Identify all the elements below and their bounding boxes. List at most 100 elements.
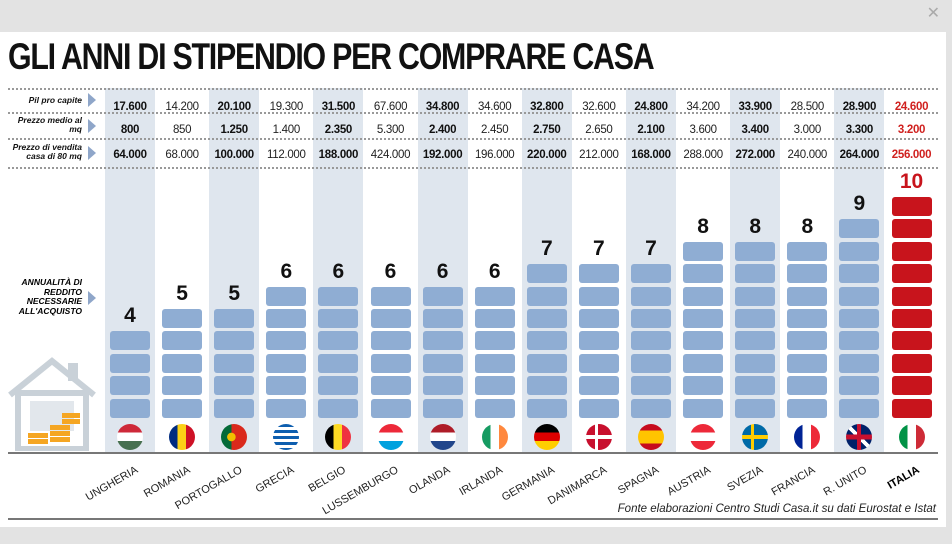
table-cell-prezzo-mq: 5.300 (376, 124, 405, 136)
bar-block (787, 241, 828, 261)
table-cell-prezzo-mq: 3.300 (845, 124, 874, 136)
bar-block (370, 376, 411, 396)
bar-block (318, 331, 359, 351)
bar-value-label: 6 (332, 259, 345, 283)
bar-block (526, 264, 567, 284)
bar-block (474, 309, 515, 328)
bar-block (162, 376, 203, 396)
bar-block (839, 241, 880, 261)
table-cell-pil: 34.800 (425, 101, 460, 113)
bar-block (891, 264, 932, 284)
bar-block (891, 197, 932, 216)
bar-block (266, 331, 307, 351)
bar-block (578, 309, 619, 328)
table-cell-prezzo-casa: 64.000 (113, 149, 147, 161)
bar-block (787, 398, 828, 418)
bar-block (578, 398, 619, 418)
bar-block (578, 331, 619, 351)
table-cell-prezzo-casa: 288.000 (683, 149, 723, 161)
bar-block (162, 309, 203, 328)
bar-block (266, 286, 307, 306)
bar-block (526, 398, 567, 418)
bar-block (266, 398, 307, 418)
bar-value-label: 10 (899, 170, 924, 193)
bar-block (214, 376, 255, 396)
bar-block (110, 398, 150, 418)
bar-value-label: 7 (540, 237, 553, 261)
table-cell-prezzo-casa: 424.000 (370, 149, 411, 161)
table-cell-pil: 14.200 (165, 101, 199, 113)
bar-block (474, 376, 515, 396)
table-cell-prezzo-mq: 3.000 (793, 124, 822, 136)
bar-block (474, 286, 515, 306)
bar-block (578, 376, 619, 396)
bar-block (370, 398, 411, 418)
country-label: IRLANDA (457, 464, 505, 499)
table-cell-prezzo-casa: 212.000 (579, 149, 619, 161)
bar-value-label: 7 (645, 237, 657, 261)
bar-block (891, 219, 932, 239)
bar-block (787, 286, 828, 306)
table-cell-prezzo-casa: 100.000 (214, 149, 254, 161)
bar-block (110, 376, 150, 396)
bar-value-label: 6 (436, 259, 449, 283)
table-cell-pil: 28.500 (790, 101, 825, 113)
bar-value-label: 6 (384, 259, 397, 283)
bar-block (683, 376, 724, 396)
table-cell-prezzo-casa: 188.000 (318, 149, 359, 161)
close-icon[interactable]: ✕ (926, 5, 940, 22)
bar-block (162, 331, 203, 351)
arrow-icon (88, 146, 96, 160)
table-cell-prezzo-mq: 800 (120, 124, 140, 136)
bar-block (839, 331, 880, 351)
country-label: SVEZIA (725, 464, 766, 494)
flag-icon-austria (690, 424, 717, 450)
table-cell-pil: 17.600 (113, 101, 147, 113)
bar-block (735, 398, 776, 418)
table-cell-prezzo-mq: 1.250 (220, 124, 249, 136)
country-label: FRANCIA (769, 464, 818, 499)
column-stripe (105, 88, 155, 452)
bar-block (318, 353, 359, 373)
bar-block (162, 353, 203, 373)
table-cell-prezzo-casa: 272.000 (735, 149, 775, 161)
table-cell-prezzo-casa: 240.000 (787, 149, 828, 161)
bar-block (318, 376, 359, 396)
table-cell-pil: 67.600 (373, 101, 408, 113)
bar-value-label: 6 (488, 259, 501, 283)
bar-block (735, 331, 776, 351)
bar-block (526, 286, 567, 306)
flag-icon-svezia (742, 424, 769, 450)
country-label: SPAGNA (616, 464, 661, 497)
bar-block (474, 398, 515, 418)
divider (8, 138, 938, 140)
table-cell-pil: 33.900 (738, 101, 773, 113)
bar-block (422, 376, 463, 396)
chart-title: GLI ANNI DI STIPENDIO PER COMPRARE CASA (8, 36, 655, 77)
bar-block (683, 309, 724, 328)
bar-block (370, 286, 411, 306)
bar-block (631, 353, 671, 373)
bar-block (683, 241, 724, 261)
bar-block (683, 331, 724, 351)
table-cell-pil: 31.500 (321, 101, 356, 113)
bar-block (787, 376, 828, 396)
bar-block (526, 331, 567, 351)
bar-block (787, 331, 828, 351)
table-cell-pil: 24.800 (634, 101, 668, 113)
arrow-icon (88, 291, 96, 305)
bar-block (266, 376, 307, 396)
country-label: ITALIA (885, 464, 922, 492)
bar-block (891, 331, 932, 351)
table-cell-prezzo-casa: 196.000 (474, 149, 515, 161)
bar-value-label: 8 (749, 214, 762, 238)
table-cell-prezzo-casa: 256.000 (891, 149, 932, 161)
country-label: OLANDA (407, 464, 453, 498)
bar-block (318, 286, 359, 306)
flag-icon-ungheria (117, 424, 143, 450)
bar-block (474, 331, 515, 351)
bar-block (839, 398, 880, 418)
table-cell-prezzo-mq: 3.400 (741, 124, 770, 136)
bar-block (839, 353, 880, 373)
bar-block (891, 353, 932, 373)
